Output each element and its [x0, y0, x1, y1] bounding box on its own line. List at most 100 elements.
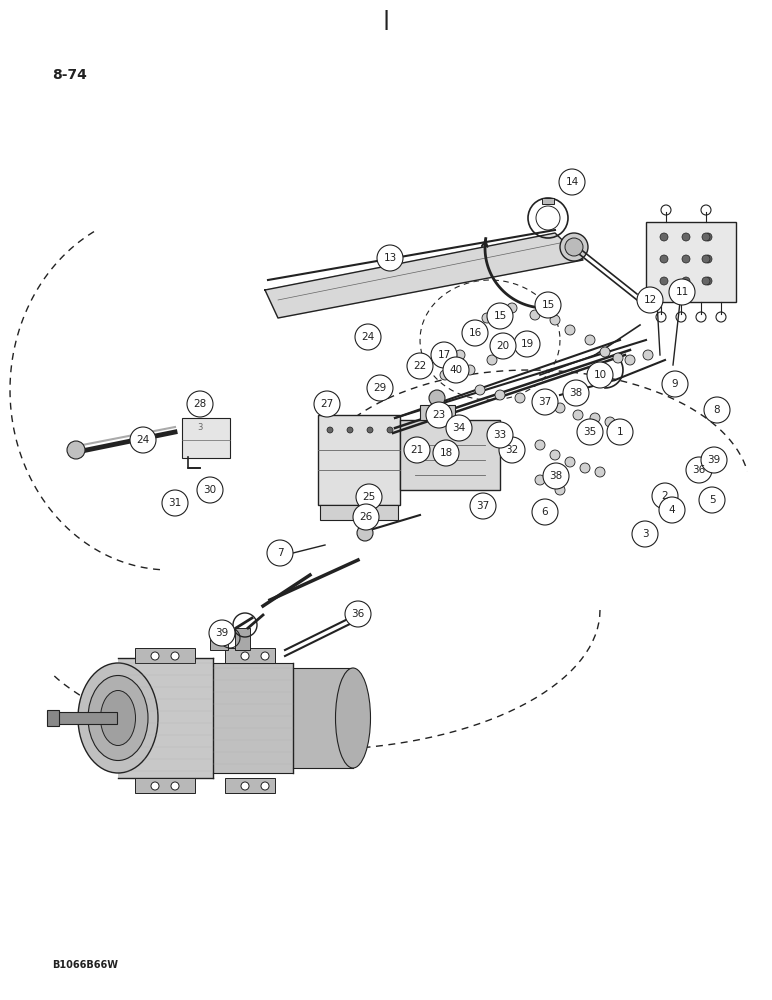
Circle shape: [600, 347, 610, 357]
Circle shape: [267, 540, 293, 566]
Circle shape: [682, 277, 690, 285]
Circle shape: [580, 463, 590, 473]
Ellipse shape: [565, 238, 583, 256]
Bar: [235, 628, 250, 650]
Text: 5: 5: [709, 495, 716, 505]
Circle shape: [429, 390, 445, 406]
Circle shape: [660, 233, 668, 241]
Circle shape: [241, 782, 249, 790]
Circle shape: [643, 350, 653, 360]
Circle shape: [130, 427, 156, 453]
Text: 27: 27: [320, 399, 334, 409]
Bar: [646, 222, 736, 302]
Circle shape: [565, 457, 575, 467]
Circle shape: [470, 493, 496, 519]
Bar: [293, 668, 353, 768]
Text: 38: 38: [550, 471, 563, 481]
Bar: [118, 658, 213, 778]
Circle shape: [590, 413, 600, 423]
Text: B1066B66W: B1066B66W: [52, 960, 118, 970]
Text: 36: 36: [692, 465, 706, 475]
Text: 8-74: 8-74: [52, 68, 87, 82]
Circle shape: [377, 245, 403, 271]
Circle shape: [514, 331, 540, 357]
Circle shape: [535, 292, 561, 318]
Circle shape: [495, 390, 505, 400]
Text: 7: 7: [276, 548, 283, 558]
Circle shape: [241, 652, 249, 660]
Text: 1: 1: [617, 427, 623, 437]
Text: 33: 33: [493, 430, 506, 440]
Circle shape: [702, 255, 710, 263]
Circle shape: [543, 463, 569, 489]
Circle shape: [197, 477, 223, 503]
Bar: [318, 415, 400, 505]
Circle shape: [171, 782, 179, 790]
Text: 25: 25: [362, 492, 376, 502]
Circle shape: [162, 490, 188, 516]
Text: 34: 34: [452, 423, 466, 433]
Bar: [542, 198, 554, 204]
Circle shape: [327, 427, 333, 433]
Text: 35: 35: [584, 427, 597, 437]
Circle shape: [275, 551, 289, 565]
Circle shape: [699, 487, 725, 513]
Circle shape: [443, 357, 469, 383]
Text: 17: 17: [438, 350, 451, 360]
Circle shape: [605, 417, 615, 427]
Text: 37: 37: [476, 501, 489, 511]
Circle shape: [702, 277, 710, 285]
Text: |: |: [382, 10, 390, 30]
Circle shape: [587, 362, 613, 388]
Bar: [420, 405, 455, 420]
Circle shape: [387, 427, 393, 433]
Circle shape: [482, 313, 492, 323]
Text: 40: 40: [449, 365, 462, 375]
Circle shape: [530, 310, 540, 320]
Circle shape: [632, 521, 658, 547]
Circle shape: [573, 410, 583, 420]
Bar: [225, 648, 275, 663]
Text: 39: 39: [215, 628, 229, 638]
Circle shape: [475, 385, 485, 395]
Ellipse shape: [88, 676, 148, 760]
Circle shape: [151, 652, 159, 660]
Bar: [400, 420, 500, 490]
Circle shape: [686, 457, 712, 483]
Circle shape: [652, 483, 678, 509]
Text: 26: 26: [360, 512, 373, 522]
Circle shape: [532, 499, 558, 525]
Text: 31: 31: [168, 498, 181, 508]
Text: 30: 30: [204, 485, 217, 495]
Circle shape: [550, 315, 560, 325]
Circle shape: [565, 325, 575, 335]
Circle shape: [662, 371, 688, 397]
Circle shape: [261, 782, 269, 790]
Circle shape: [367, 375, 393, 401]
Circle shape: [187, 391, 213, 417]
Circle shape: [704, 397, 730, 423]
Bar: [47, 710, 59, 726]
Text: 24: 24: [137, 435, 150, 445]
Circle shape: [660, 277, 668, 285]
Circle shape: [433, 440, 459, 466]
Circle shape: [535, 400, 545, 410]
Bar: [55, 712, 117, 724]
Bar: [225, 778, 275, 793]
Text: 39: 39: [707, 455, 720, 465]
Circle shape: [559, 169, 585, 195]
Circle shape: [367, 427, 373, 433]
Circle shape: [535, 475, 545, 485]
Circle shape: [550, 450, 560, 460]
Text: 32: 32: [506, 445, 519, 455]
Text: 23: 23: [432, 410, 445, 420]
Text: 14: 14: [565, 177, 579, 187]
Circle shape: [535, 440, 545, 450]
Circle shape: [440, 370, 450, 380]
Text: 29: 29: [374, 383, 387, 393]
Ellipse shape: [100, 690, 136, 746]
Circle shape: [455, 350, 465, 360]
Circle shape: [487, 355, 497, 365]
Circle shape: [345, 601, 371, 627]
Circle shape: [659, 497, 685, 523]
